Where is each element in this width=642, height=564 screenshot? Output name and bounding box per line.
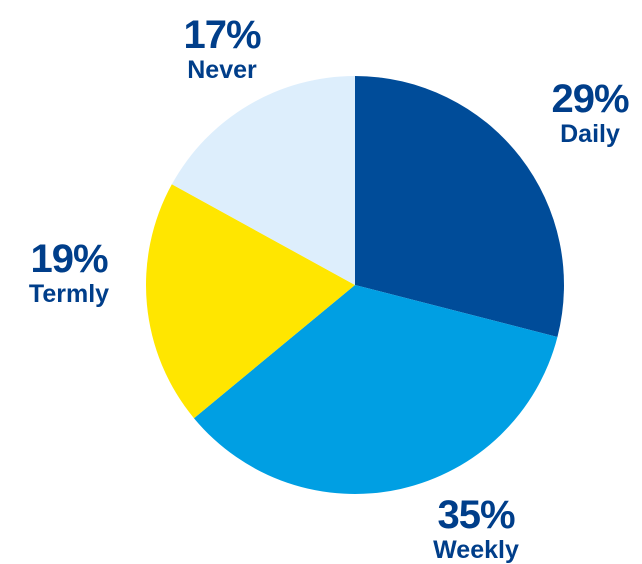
pie-slice-weekly [193, 285, 558, 494]
pie-slices [145, 76, 564, 494]
pie-slice-termly [145, 184, 355, 419]
slice-label-termly: Termly [29, 280, 109, 308]
slice-label-weekly: Weekly [433, 536, 519, 564]
slice-pct-daily: 29% [551, 77, 628, 121]
slice-pct-weekly: 35% [437, 493, 514, 537]
pie-slice-never [171, 76, 355, 285]
slice-pct-never: 17% [183, 13, 260, 57]
slice-label-daily: Daily [560, 120, 620, 148]
slice-label-never: Never [187, 56, 257, 84]
slice-pct-termly: 19% [30, 237, 107, 281]
pie-slice-daily [355, 76, 564, 337]
